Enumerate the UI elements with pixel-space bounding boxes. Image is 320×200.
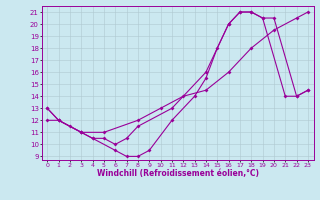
X-axis label: Windchill (Refroidissement éolien,°C): Windchill (Refroidissement éolien,°C): [97, 169, 259, 178]
